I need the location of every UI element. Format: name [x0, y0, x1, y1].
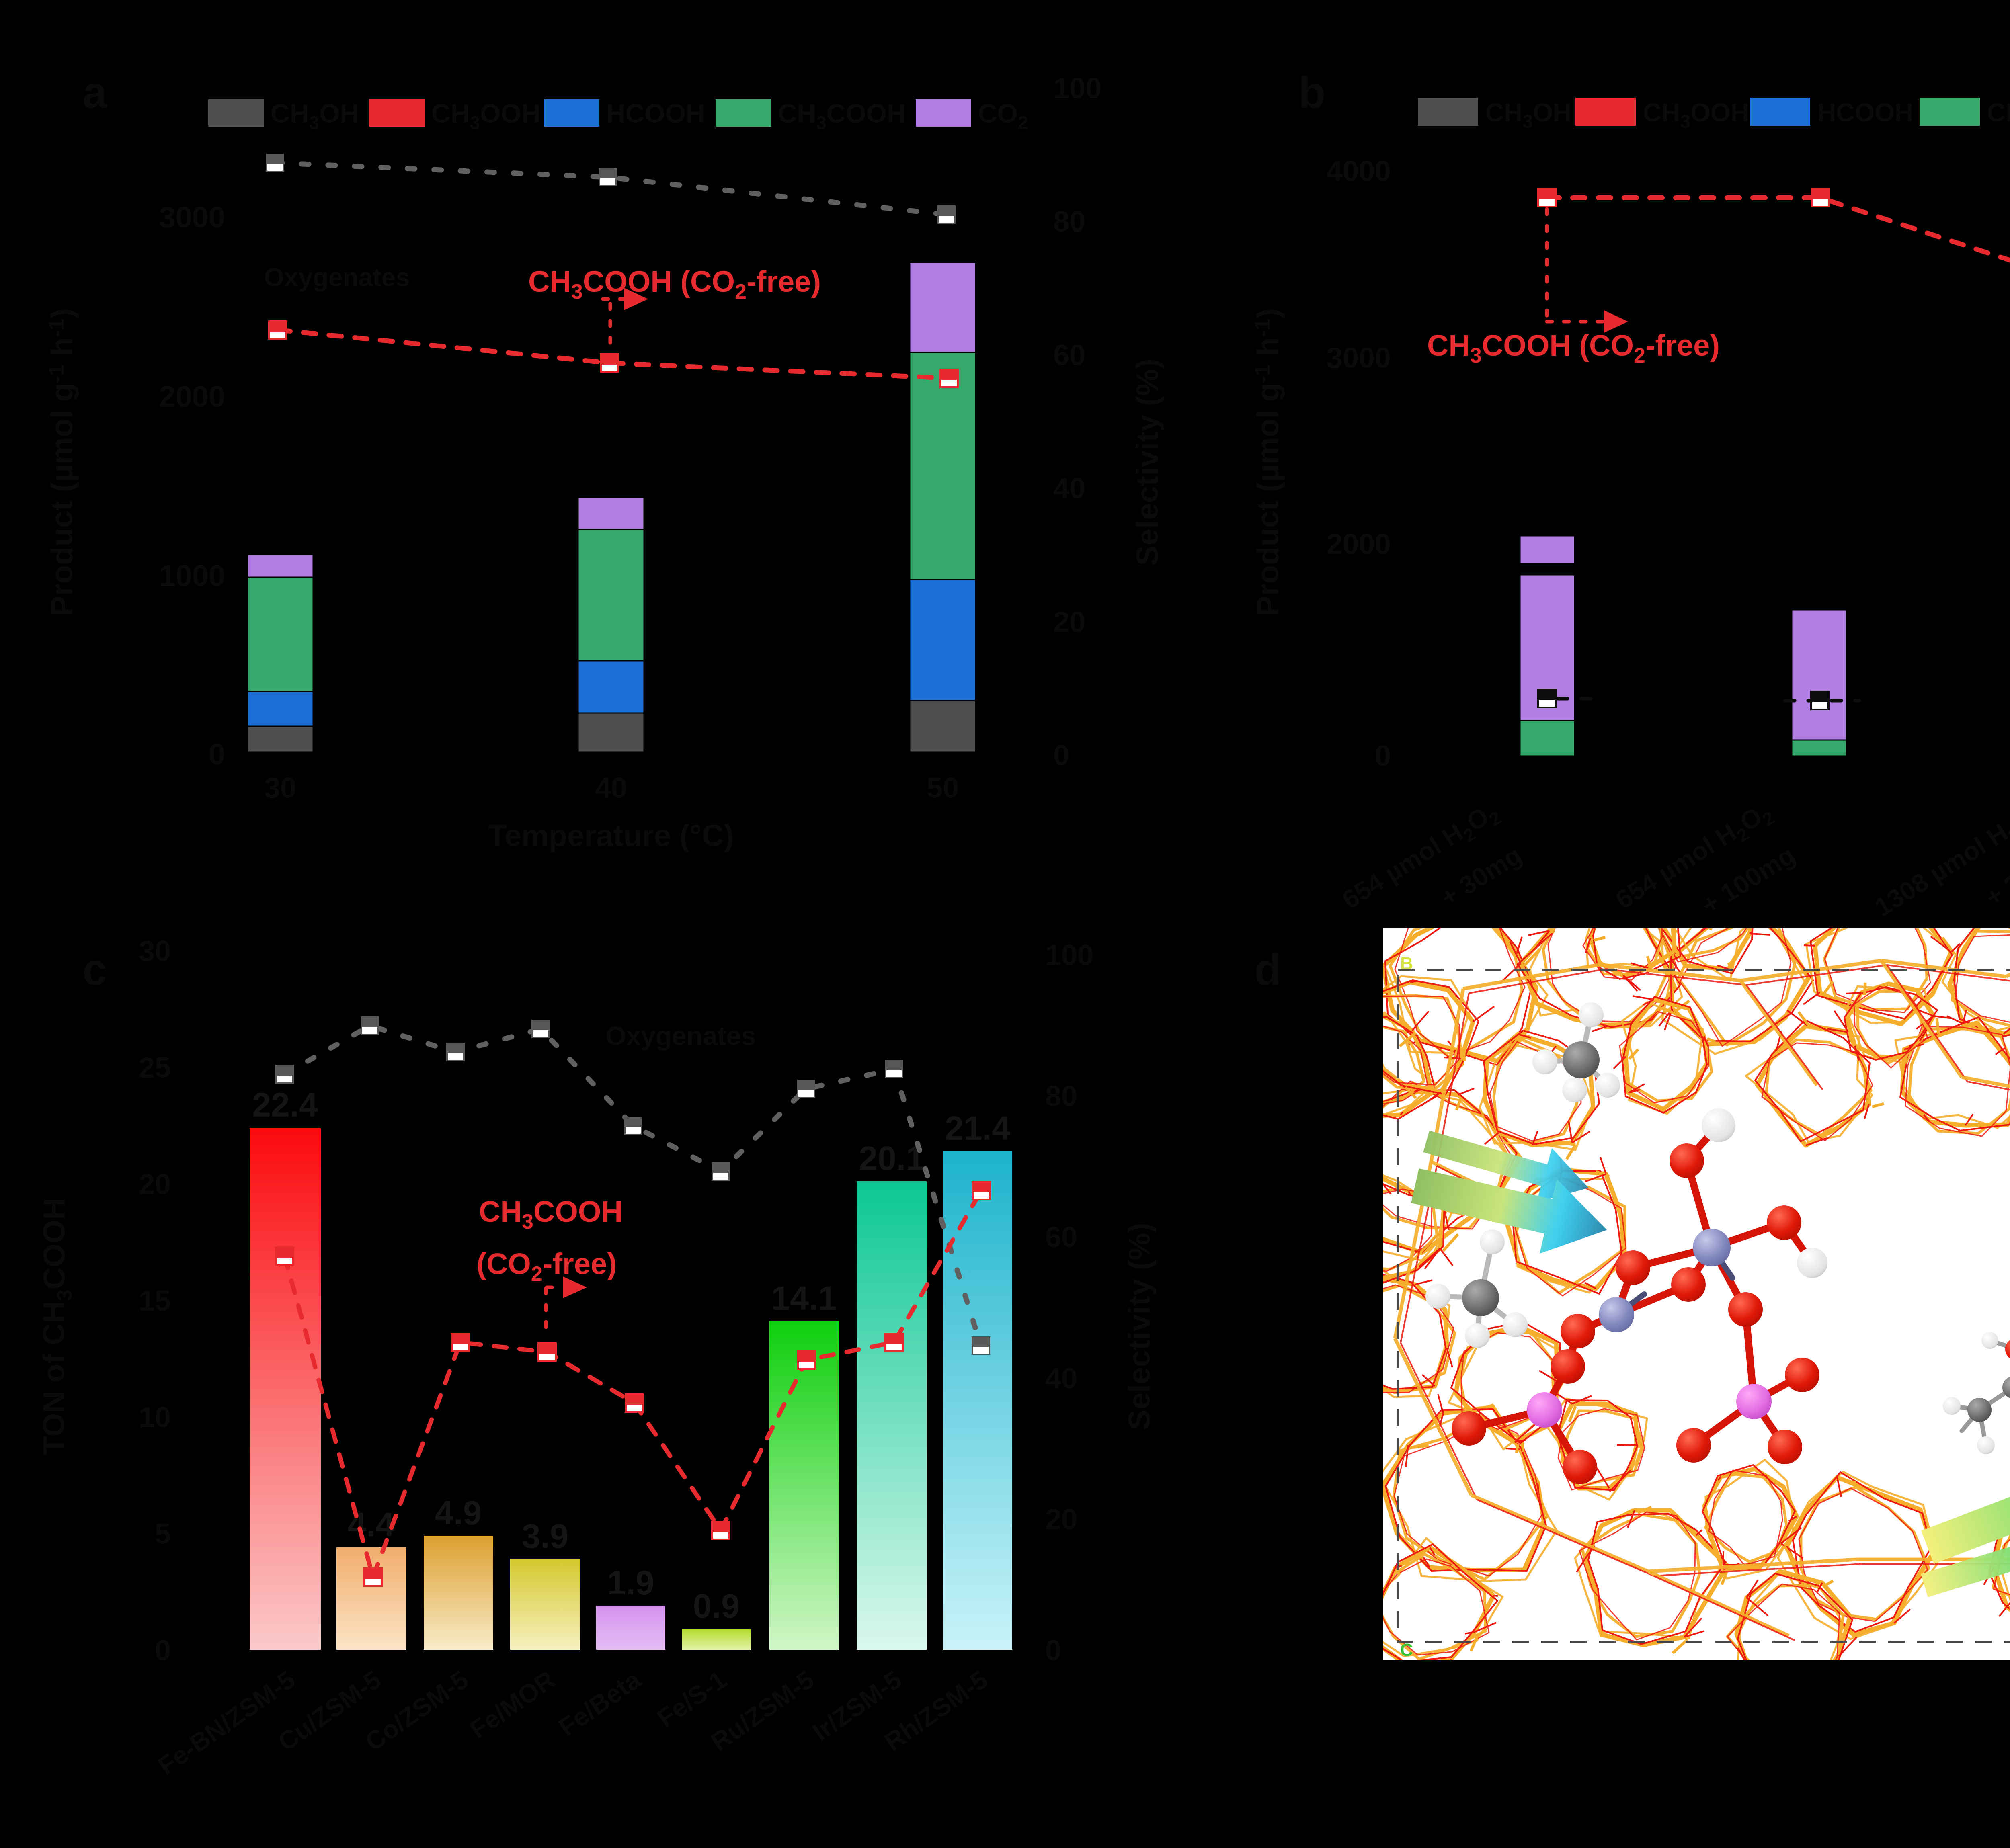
- svg-text:Oxygenates: Oxygenates: [264, 263, 410, 292]
- svg-text:15: 15: [139, 1285, 171, 1317]
- svg-text:22.4: 22.4: [252, 1086, 318, 1124]
- svg-text:40: 40: [595, 772, 627, 804]
- svg-text:30: 30: [264, 772, 296, 804]
- svg-text:20: 20: [139, 1168, 171, 1201]
- svg-text:CH3OOH: CH3OOH: [1643, 98, 1749, 132]
- svg-text:2000: 2000: [1327, 528, 1391, 560]
- svg-text:1000: 1000: [159, 559, 225, 592]
- svg-text:1.9: 1.9: [607, 1564, 654, 1602]
- svg-text:20.1: 20.1: [859, 1139, 925, 1177]
- svg-text:3.9: 3.9: [522, 1517, 569, 1555]
- svg-text:a: a: [82, 68, 107, 117]
- svg-text:3000: 3000: [1327, 342, 1391, 374]
- svg-text:c: c: [82, 945, 107, 994]
- svg-text:B: B: [1400, 954, 1413, 973]
- svg-text:60: 60: [1053, 339, 1085, 371]
- svg-text:Selectivity (%): Selectivity (%): [1130, 359, 1165, 565]
- svg-text:10: 10: [139, 1401, 171, 1434]
- svg-text:CH3COOH: CH3COOH: [778, 98, 906, 133]
- svg-text:(CO2-free): (CO2-free): [476, 1247, 617, 1286]
- svg-text:CH3COOH (CO2-free): CH3COOH (CO2-free): [528, 265, 821, 303]
- svg-text:CH3COOH: CH3COOH: [479, 1195, 623, 1233]
- svg-text:2000: 2000: [159, 380, 225, 413]
- svg-text:CH3OOH: CH3OOH: [431, 98, 540, 133]
- svg-text:HCOOH: HCOOH: [1817, 98, 1913, 127]
- svg-text:100: 100: [1053, 72, 1101, 104]
- svg-text:CH3COOH (CO2-free): CH3COOH (CO2-free): [1427, 329, 1720, 367]
- svg-text:40: 40: [1053, 473, 1085, 505]
- svg-text:Product (µmol g-1 h-1): Product (µmol g-1 h-1): [1251, 308, 1285, 616]
- svg-text:100: 100: [1045, 939, 1093, 971]
- svg-text:30: 30: [139, 935, 171, 967]
- svg-text:21.4: 21.4: [945, 1109, 1011, 1147]
- svg-text:b: b: [1298, 68, 1325, 117]
- svg-text:3000: 3000: [159, 201, 225, 234]
- svg-text:80: 80: [1045, 1080, 1077, 1112]
- svg-text:20: 20: [1045, 1504, 1077, 1536]
- svg-text:4.9: 4.9: [435, 1494, 482, 1532]
- svg-text:CH3COOH: CH3COOH: [1987, 98, 2010, 132]
- svg-text:Product (µmol g-1 h-1): Product (µmol g-1 h-1): [45, 308, 79, 616]
- svg-text:25: 25: [139, 1052, 171, 1084]
- svg-text:C: C: [1400, 1640, 1413, 1660]
- svg-text:60: 60: [1045, 1221, 1077, 1254]
- svg-text:80: 80: [1053, 206, 1085, 238]
- svg-text:20: 20: [1053, 606, 1085, 638]
- svg-text:4000: 4000: [1327, 155, 1391, 187]
- svg-text:d: d: [1254, 945, 1281, 994]
- svg-text:CO2: CO2: [978, 98, 1028, 133]
- svg-text:0.9: 0.9: [693, 1587, 740, 1625]
- svg-text:40: 40: [1045, 1362, 1077, 1395]
- svg-text:0: 0: [1053, 740, 1069, 772]
- svg-text:5: 5: [155, 1518, 171, 1550]
- svg-text:TON of CH3COOH: TON of CH3COOH: [37, 1198, 76, 1455]
- svg-text:14.1: 14.1: [771, 1279, 837, 1317]
- svg-text:0: 0: [1375, 740, 1391, 772]
- svg-text:Temperature (°C): Temperature (°C): [488, 819, 734, 853]
- svg-text:0: 0: [1045, 1635, 1061, 1667]
- svg-text:HCOOH: HCOOH: [606, 98, 705, 128]
- svg-text:Selectivity (%): Selectivity (%): [1122, 1223, 1157, 1430]
- svg-text:0: 0: [209, 738, 225, 771]
- svg-text:0: 0: [155, 1635, 171, 1667]
- svg-text:Oxygenates: Oxygenates: [605, 1021, 756, 1051]
- svg-text:50: 50: [927, 772, 959, 804]
